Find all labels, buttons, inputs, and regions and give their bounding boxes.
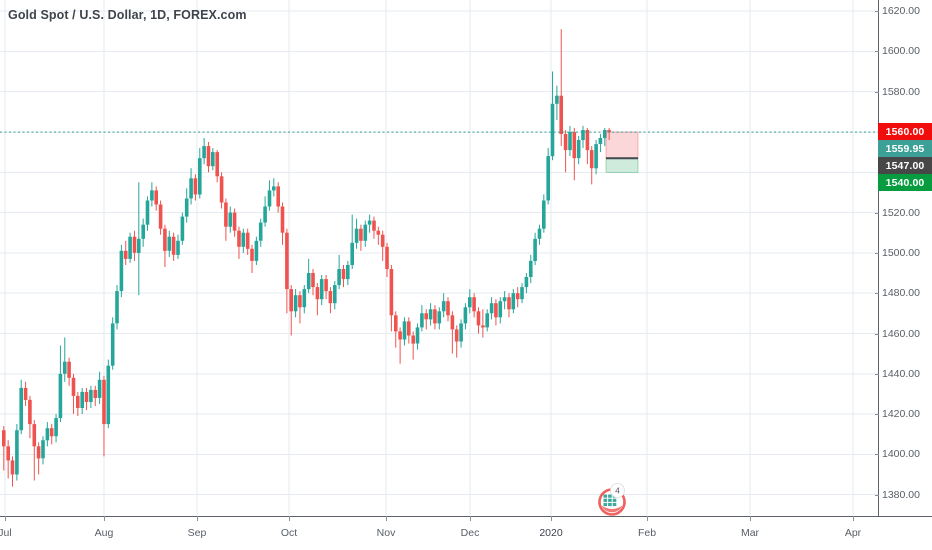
price-tick-mark — [875, 333, 879, 335]
price-tick-label: 1600.00 — [882, 45, 920, 58]
price-tick-mark — [875, 212, 879, 214]
stop-price-badge[interactable]: 1560.00 — [878, 123, 932, 140]
price-tick-label: 1380.00 — [882, 488, 920, 501]
price-tick-mark — [875, 494, 879, 496]
time-tick-mark — [386, 516, 387, 521]
symbol-title[interactable]: Gold Spot / U.S. Dollar, 1D, FOREX.com — [8, 8, 247, 22]
price-axis[interactable]: 1620.00 1600.00 1580.00 1520.00 1500.00 1480.… — [875, 0, 932, 516]
price-tick-label: 1480.00 — [882, 287, 920, 300]
time-tick-label: Dec — [460, 527, 480, 539]
price-tick-mark — [875, 414, 879, 415]
time-tick-mark — [5, 516, 6, 521]
entry-price-badge[interactable]: 1547.00 — [878, 157, 932, 174]
price-tick-label: 1620.00 — [882, 5, 920, 18]
price-tick-label: 1460.00 — [882, 327, 920, 340]
target-price-badge[interactable]: 1540.00 — [878, 174, 932, 191]
time-tick-label: Mar — [740, 527, 760, 539]
stop-zone — [605, 131, 639, 159]
time-tick-label: Aug — [94, 527, 114, 539]
time-tick-mark — [853, 516, 854, 521]
price-tick-mark — [875, 293, 879, 295]
time-axis[interactable]: Jul Aug Sep Oct Nov Dec 2020 Feb Mar Apr — [0, 516, 932, 550]
time-tick-mark — [647, 516, 648, 521]
candlestick-chart-canvas[interactable]: 4 — [0, 0, 878, 516]
price-tick-label: 1580.00 — [882, 85, 920, 98]
last-price-badge: 1559.95 — [878, 140, 932, 157]
price-tick-label: 1420.00 — [882, 408, 920, 420]
time-tick-mark — [289, 516, 290, 521]
event-marker-icon[interactable]: 4 — [598, 483, 626, 516]
short-position-tool[interactable] — [605, 131, 639, 173]
price-tick-mark — [875, 11, 879, 13]
time-tick-mark — [104, 516, 105, 521]
price-tick-label: 1500.00 — [882, 246, 920, 259]
time-tick-mark — [750, 516, 751, 521]
price-tick-mark — [875, 454, 879, 456]
price-tick-label: 1440.00 — [882, 367, 920, 380]
time-tick-label: Oct — [280, 527, 298, 539]
time-tick-label: Apr — [844, 527, 862, 539]
time-tick-label: Feb — [637, 527, 657, 539]
time-tick-mark — [551, 516, 552, 521]
price-tick-mark — [875, 91, 879, 93]
time-tick-mark — [197, 516, 198, 521]
price-tick-mark — [875, 373, 879, 375]
candles-layer — [2, 29, 611, 487]
price-tick-mark — [875, 51, 879, 53]
event-count: 4 — [615, 486, 620, 496]
price-tick-label: 1400.00 — [882, 448, 920, 461]
time-tick-label: Nov — [376, 527, 396, 539]
time-tick-label: Jul — [0, 527, 12, 539]
price-tick-mark — [875, 252, 879, 254]
time-tick-label: Sep — [187, 527, 207, 539]
price-tick-label: 1520.00 — [882, 206, 920, 219]
target-zone — [605, 157, 639, 173]
time-tick-label: 2020 — [539, 527, 563, 539]
time-tick-mark — [470, 516, 471, 521]
